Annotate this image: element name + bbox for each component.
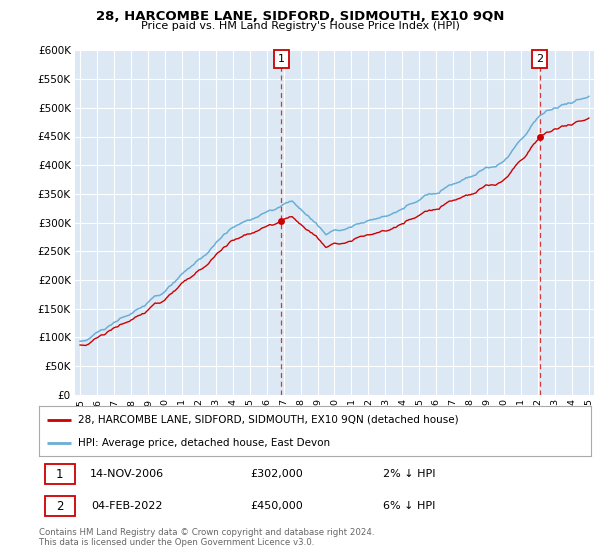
Text: 28, HARCOMBE LANE, SIDFORD, SIDMOUTH, EX10 9QN: 28, HARCOMBE LANE, SIDFORD, SIDMOUTH, EX… xyxy=(96,10,504,23)
FancyBboxPatch shape xyxy=(44,464,75,484)
Text: HPI: Average price, detached house, East Devon: HPI: Average price, detached house, East… xyxy=(77,438,330,448)
Text: £302,000: £302,000 xyxy=(250,469,303,479)
Text: Price paid vs. HM Land Registry's House Price Index (HPI): Price paid vs. HM Land Registry's House … xyxy=(140,21,460,31)
Text: Contains HM Land Registry data © Crown copyright and database right 2024.
This d: Contains HM Land Registry data © Crown c… xyxy=(39,528,374,547)
Text: 14-NOV-2006: 14-NOV-2006 xyxy=(90,469,164,479)
Text: 28, HARCOMBE LANE, SIDFORD, SIDMOUTH, EX10 9QN (detached house): 28, HARCOMBE LANE, SIDFORD, SIDMOUTH, EX… xyxy=(77,414,458,424)
Text: 6% ↓ HPI: 6% ↓ HPI xyxy=(383,501,435,511)
Text: 1: 1 xyxy=(278,54,285,64)
FancyBboxPatch shape xyxy=(44,496,75,516)
Text: 2: 2 xyxy=(536,54,543,64)
Text: 2: 2 xyxy=(56,500,64,513)
Text: £450,000: £450,000 xyxy=(250,501,303,511)
Text: 1: 1 xyxy=(56,468,64,480)
Text: 04-FEB-2022: 04-FEB-2022 xyxy=(92,501,163,511)
Text: 2% ↓ HPI: 2% ↓ HPI xyxy=(383,469,435,479)
